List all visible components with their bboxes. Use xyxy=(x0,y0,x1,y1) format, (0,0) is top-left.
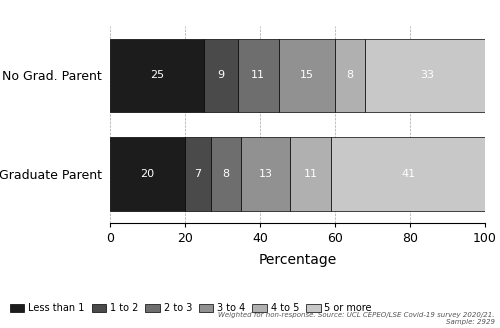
Text: 15: 15 xyxy=(300,71,314,80)
Bar xyxy=(110,39,204,112)
Text: 20: 20 xyxy=(140,169,154,179)
Text: 11: 11 xyxy=(304,169,318,179)
Text: Weighted for non-response. Source: UCL CEPEO/LSE Covid-19 survey 2020/21.
Sample: Weighted for non-response. Source: UCL C… xyxy=(218,312,495,325)
Bar xyxy=(110,137,185,211)
Bar xyxy=(365,39,489,112)
Bar xyxy=(241,137,290,211)
Text: 25: 25 xyxy=(150,71,164,80)
Bar xyxy=(185,137,211,211)
Text: 41: 41 xyxy=(401,169,415,179)
Bar xyxy=(204,39,238,112)
Text: 11: 11 xyxy=(251,71,265,80)
Bar xyxy=(279,39,335,112)
Text: 13: 13 xyxy=(258,169,272,179)
X-axis label: Percentage: Percentage xyxy=(258,254,336,267)
Bar xyxy=(331,137,485,211)
Text: 9: 9 xyxy=(217,71,224,80)
Bar xyxy=(238,39,279,112)
Text: 33: 33 xyxy=(420,71,434,80)
Bar xyxy=(335,39,365,112)
Text: 7: 7 xyxy=(194,169,202,179)
Legend: Less than 1, 1 to 2, 2 to 3, 3 to 4, 4 to 5, 5 or more: Less than 1, 1 to 2, 2 to 3, 3 to 4, 4 t… xyxy=(10,303,372,313)
Bar xyxy=(211,137,241,211)
Text: 8: 8 xyxy=(346,71,354,80)
Bar xyxy=(290,137,331,211)
Text: 8: 8 xyxy=(222,169,230,179)
